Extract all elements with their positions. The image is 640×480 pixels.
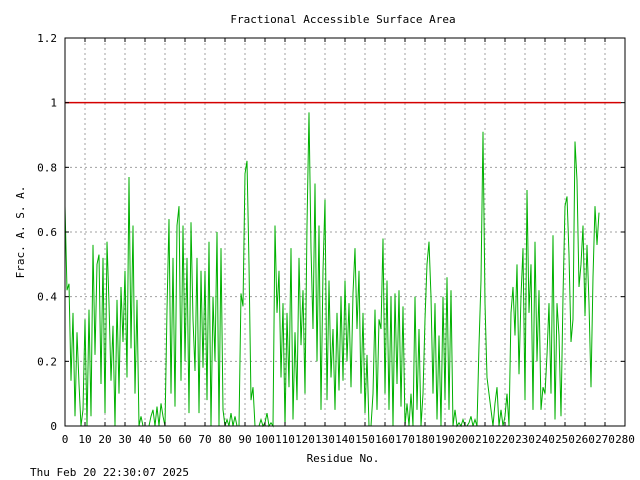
plot-series: [64, 101, 621, 428]
x-tick-label: 40: [138, 433, 151, 446]
x-tick-label: 20: [98, 433, 111, 446]
grid-lines: [65, 38, 625, 426]
axes: 0 10 20 30 40 50 60 70 80 90 100 110 120 130 140 150 160…: [37, 32, 635, 446]
chart-title: Fractional Accessible Surface Area: [230, 13, 455, 26]
x-tick-label: 200: [455, 433, 475, 446]
y-tick-label: 0: [50, 420, 57, 433]
y-axis-label: Frac. A. S. A.: [14, 186, 27, 279]
x-tick-label: 190: [435, 433, 455, 446]
x-tick-label: 230: [515, 433, 535, 446]
y-tick-label: 0.2: [37, 355, 57, 368]
y-tick-label: 0.8: [37, 161, 57, 174]
x-axis-label: Residue No.: [307, 452, 380, 465]
y-tick-label: 0.6: [37, 226, 57, 239]
x-tick-label: 260: [575, 433, 595, 446]
x-tick-label: 240: [535, 433, 555, 446]
x-tick-label: 70: [198, 433, 211, 446]
x-tick-label: 80: [218, 433, 231, 446]
x-tick-label: 120: [295, 433, 315, 446]
asa-series-line: [64, 112, 600, 428]
x-tick-label: 50: [158, 433, 171, 446]
x-tick-label: 130: [315, 433, 335, 446]
x-tick-label: 280: [615, 433, 635, 446]
x-tick-label: 100: [255, 433, 275, 446]
x-tick-label: 270: [595, 433, 615, 446]
x-tick-label: 250: [555, 433, 575, 446]
x-tick-label: 220: [495, 433, 515, 446]
x-tick-label: 90: [238, 433, 251, 446]
y-tick-label: 1: [50, 97, 57, 110]
x-tick-label: 110: [275, 433, 295, 446]
footer-timestamp: Thu Feb 20 22:30:07 2025: [30, 466, 189, 479]
y-tick-label: 0.4: [37, 291, 57, 304]
x-tick-label: 10: [78, 433, 91, 446]
y-tick-label: 1.2: [37, 32, 57, 45]
x-tick-label: 140: [335, 433, 355, 446]
x-tick-label: 150: [355, 433, 375, 446]
x-tick-label: 0: [62, 433, 69, 446]
x-tick-label: 30: [118, 433, 131, 446]
x-tick-label: 160: [375, 433, 395, 446]
x-tick-label: 170: [395, 433, 415, 446]
x-tick-label: 60: [178, 433, 191, 446]
x-tick-label: 210: [475, 433, 495, 446]
x-tick-label: 180: [415, 433, 435, 446]
